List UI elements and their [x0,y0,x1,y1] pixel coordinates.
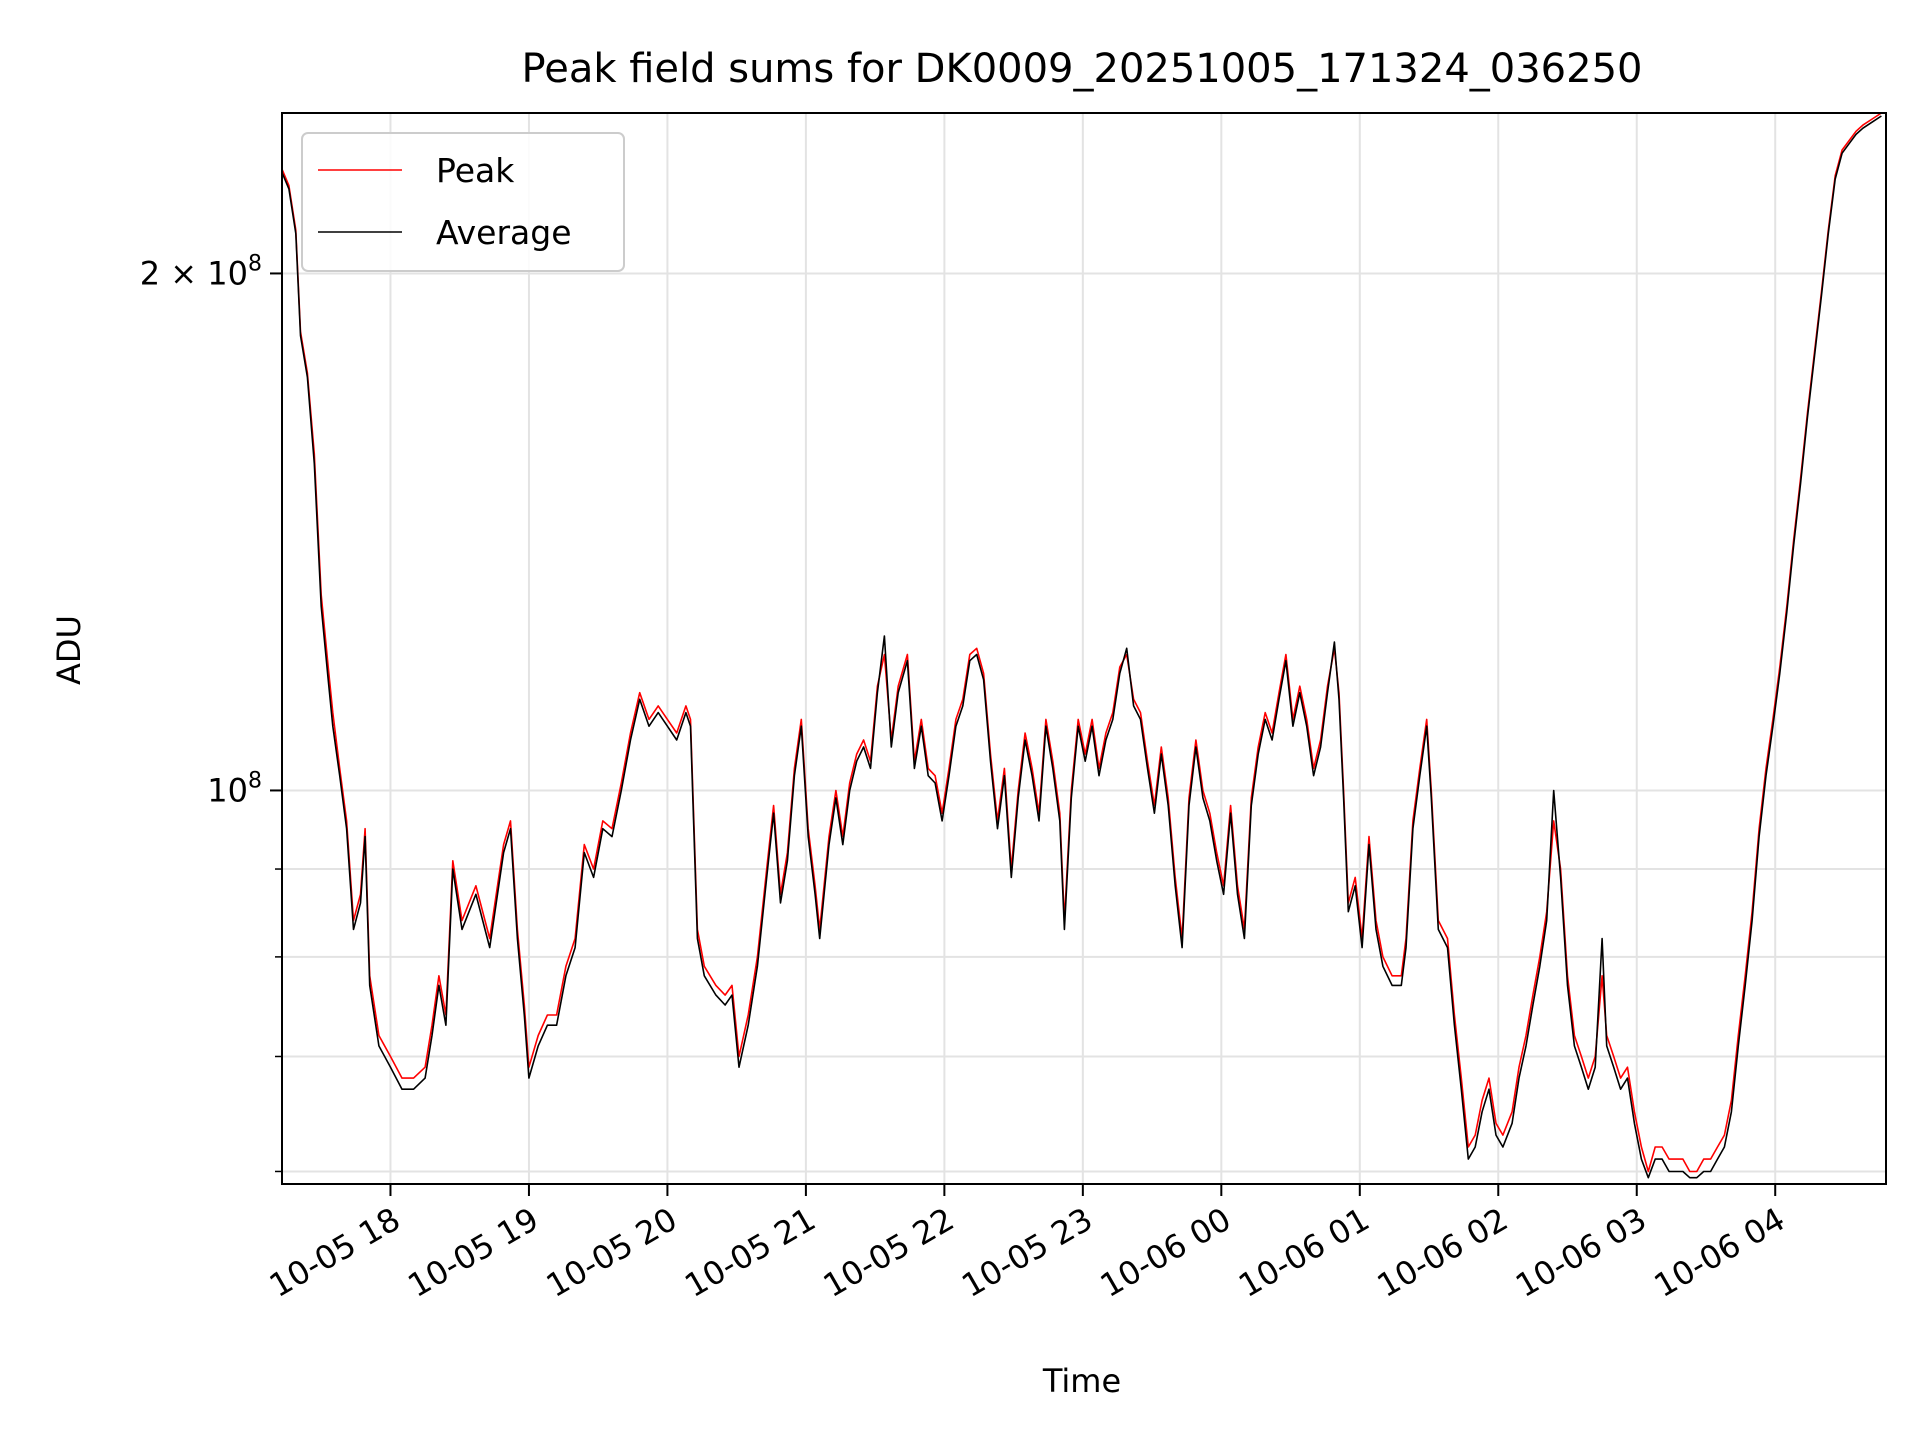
y-tick-label: 108 [207,768,262,809]
legend-box [301,132,625,272]
legend-label-average: Average [436,213,572,252]
y-tick-base: 10 [207,771,248,809]
x-axis-label: Time [1042,1362,1121,1400]
chart-title: Peak field sums for DK0009_20251005_1713… [522,46,1643,92]
y-axis-label: ADU [50,615,88,685]
series-line-average [281,115,1882,1179]
grid-lines [282,113,1886,1184]
legend: Peak Average [301,132,625,272]
y-tick-exponent: 8 [248,768,262,793]
axes-frame [281,112,1887,1185]
legend-label-peak: Peak [436,151,515,190]
y-tick-base: 2 × 10 [140,254,248,292]
plot-series [281,112,1882,1179]
y-tick-label: 2 × 108 [140,251,262,292]
y-tick-exponent: 8 [248,251,262,276]
